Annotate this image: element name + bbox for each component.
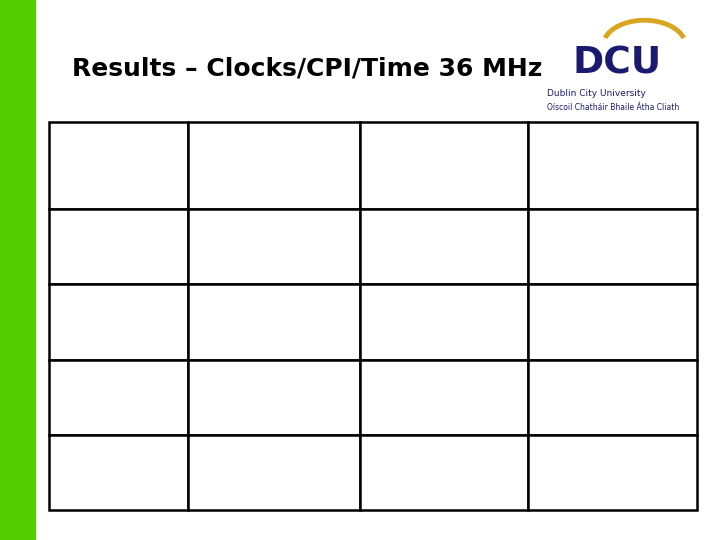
Text: 1.67/0.38: 1.67/0.38: [577, 265, 648, 279]
Text: 1.63/0.07: 1.63/0.07: [577, 415, 648, 430]
Text: 4847055/: 4847055/: [577, 289, 648, 304]
Text: Oíscoil Chatháir Bhaile Átha Cliath: Oíscoil Chatháir Bhaile Átha Cliath: [547, 103, 680, 112]
Text: 1.35/0.29: 1.35/0.29: [409, 265, 480, 279]
Text: Results – Clocks/CPI/Time 36 MHz: Results – Clocks/CPI/Time 36 MHz: [72, 57, 542, 80]
Text: 2630846/: 2630846/: [578, 364, 647, 380]
Text: E[(GF(p)]: E[(GF(p)]: [410, 136, 479, 150]
Text: 1.32/: 1.32/: [238, 265, 276, 279]
Text: Field Exp.: Field Exp.: [58, 390, 127, 405]
Text: 1.50/0.06: 1.50/0.06: [239, 415, 310, 430]
Text: DCU: DCU: [572, 46, 662, 82]
Text: 4891054/: 4891054/: [239, 214, 309, 229]
Text: 2326675/: 2326675/: [239, 364, 309, 380]
Text: 1814285/: 1814285/: [410, 364, 479, 380]
Text: Dublin City University: Dublin City University: [547, 89, 646, 98]
Text: 9570210/: 9570210/: [409, 289, 480, 304]
Text: RSA decrypt: RSA decrypt: [58, 465, 148, 480]
Text: 1.33/0.05: 1.33/0.05: [409, 415, 480, 430]
Text: 3677188/: 3677188/: [239, 289, 309, 304]
Text: Tate k=2: Tate k=2: [410, 171, 478, 185]
Text: E[(GF(p)]: E[(GF(p)]: [578, 136, 647, 150]
Text: 1.82/0.13: 1.82/0.13: [577, 340, 648, 355]
Text: 1.16/: 1.16/: [323, 490, 360, 505]
Text: 10467010: 10467010: [407, 214, 482, 229]
Text: E[GF(2²³⁹)]: E[GF(2²³⁹)]: [233, 136, 315, 150]
Text: 0.14: 0.14: [362, 490, 399, 505]
Text: 0.14: 0.14: [278, 265, 315, 279]
Text: ηᵀ k=4: ηᵀ k=4: [248, 171, 300, 185]
Text: Ate k=4: Ate k=4: [582, 171, 644, 185]
Text: 13621597/: 13621597/: [573, 214, 652, 229]
Text: 1.42/0.10: 1.42/0.10: [239, 340, 310, 355]
Text: Point Mult.: Point Mult.: [58, 314, 135, 329]
Text: 1.29/0.27: 1.29/0.27: [409, 340, 480, 355]
Text: Pairing: Pairing: [58, 239, 108, 254]
Text: 5072415/: 5072415/: [323, 440, 393, 455]
